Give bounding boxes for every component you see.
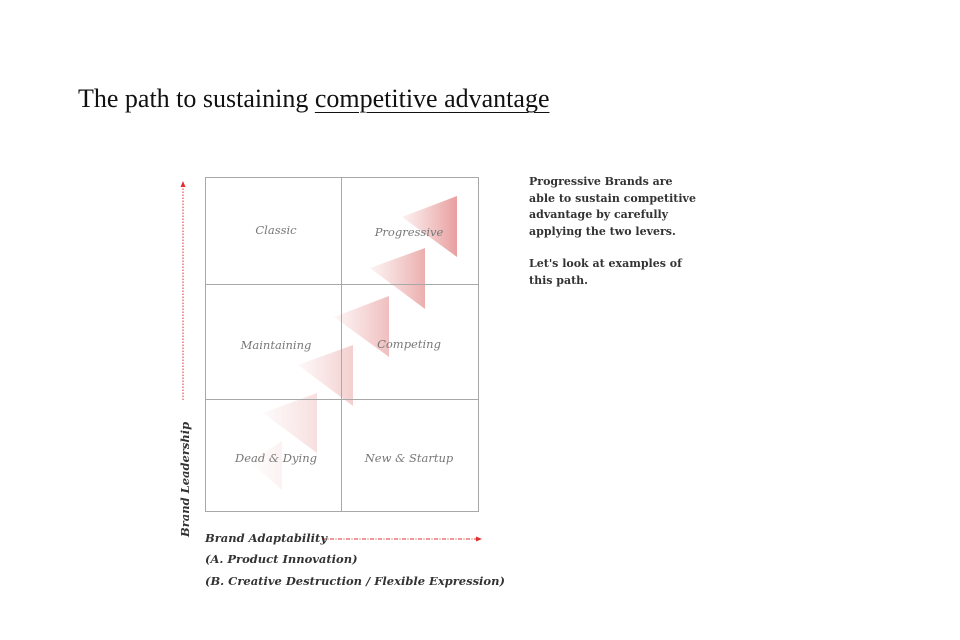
title-text: The path to sustaining: [78, 84, 315, 113]
x-axis-sublabel-a: (A. Product Innovation): [205, 552, 358, 566]
path-triangle: [334, 296, 389, 357]
y-axis-label: Brand Leadership: [178, 421, 192, 537]
path-triangle: [263, 393, 317, 453]
matrix-grid: [205, 177, 479, 512]
path-triangle: [250, 441, 282, 490]
path-triangle: [370, 248, 425, 309]
cell-classic: Classic: [255, 223, 297, 237]
side-paragraph-2: Let's look at examples of this path.: [529, 257, 682, 287]
side-paragraph-1: Progressive Brands are able to sustain c…: [529, 175, 696, 238]
path-triangle: [298, 345, 353, 406]
path-triangle: [402, 196, 457, 257]
x-axis-arrow: [322, 536, 482, 542]
cell-competing: Competing: [377, 337, 441, 351]
y-axis-arrow: [180, 181, 186, 400]
cell-new-startup: New & Startup: [364, 451, 454, 465]
x-axis-sublabel-b: (B. Creative Destruction / Flexible Expr…: [205, 574, 505, 588]
page-title: The path to sustaining competitive advan…: [78, 84, 549, 114]
cell-maintaining: Maintaining: [240, 338, 312, 352]
side-description: Progressive Brands are able to sustain c…: [529, 174, 699, 305]
title-underlined-text: competitive advantage: [314, 84, 550, 113]
cell-dead-dying: Dead & Dying: [234, 451, 317, 465]
path-triangles: [250, 196, 457, 490]
x-axis-label: Brand Adaptability: [205, 531, 327, 545]
cell-progressive: Progressive: [374, 225, 444, 239]
